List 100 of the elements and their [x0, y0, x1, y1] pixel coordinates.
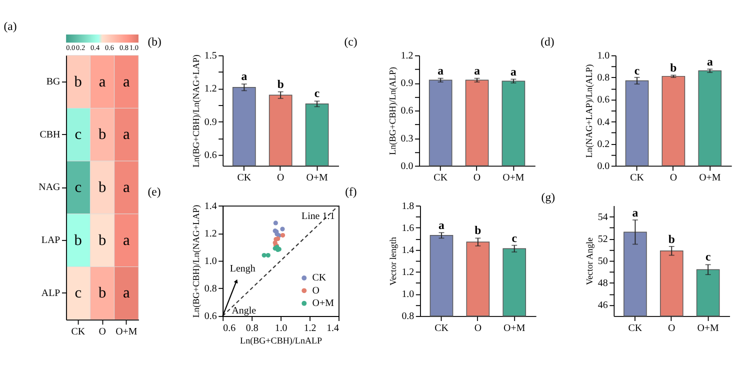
x-tick-label: O+M: [504, 322, 526, 334]
annotation: c: [705, 250, 711, 264]
y-axis-title: Ln(BG+CBH)/Ln(ALP): [387, 66, 398, 156]
chart-title: (f): [345, 186, 357, 199]
annotation: Lengh: [230, 264, 256, 275]
chart-title: (d): [540, 35, 554, 48]
annotation: c: [314, 87, 320, 100]
x-tick-label: O+M: [306, 172, 328, 184]
x-tick-label: 1.2: [304, 322, 316, 334]
x-tick-label: CK: [71, 326, 86, 338]
y-tick-label: 1.4: [204, 200, 217, 212]
legend-label: CK: [312, 272, 327, 284]
annotation: b: [670, 61, 678, 74]
annotation: b: [474, 224, 482, 238]
y-tick-label: 1.6: [402, 222, 414, 234]
data-label: a: [123, 179, 130, 196]
y-tick-label: 1.4: [402, 244, 414, 256]
chart-title: (a): [4, 20, 17, 33]
data-label: a: [123, 284, 130, 302]
annotation: a: [632, 206, 638, 220]
annotation: a: [438, 64, 444, 78]
annotation: b: [668, 232, 676, 246]
legend-label: O+M: [312, 298, 334, 310]
chart-title: (b): [148, 35, 162, 48]
data-label: c: [74, 126, 82, 144]
y-tick-label: 0.8: [204, 284, 217, 295]
annotation: a: [510, 66, 517, 79]
data-label: b: [74, 232, 82, 249]
y-tick-label: 0.6: [204, 150, 217, 161]
y-tick-label: 52: [598, 234, 608, 245]
x-tick-label: 1.4: [326, 322, 340, 334]
x-axis-title: Ln(BG+CBH)/LnALP: [240, 336, 322, 346]
y-tick-label: 1.8: [402, 200, 414, 212]
y-tick-label: 1.0: [402, 289, 414, 300]
y-tick-label: 0.2: [597, 138, 610, 150]
annotation: a: [241, 70, 248, 83]
y-tick-label: 0.6: [400, 106, 414, 117]
y-axis-title: Vector length: [388, 236, 398, 286]
annotation: a: [438, 219, 445, 232]
y-axis-title: Ln(NAG+LAP)/Ln(ALP): [584, 64, 594, 158]
y-tick-label: 50: [598, 256, 608, 267]
x-tick-label: O+M: [699, 172, 721, 184]
y-tick-label: LAP: [41, 235, 61, 246]
chart-title: (c): [344, 35, 358, 48]
y-axis-title: Ln(BG+CBH)/Ln(NAG+LAP): [190, 204, 201, 318]
x-tick-label: O+M: [116, 326, 138, 338]
y-axis-title: Vector Angle: [584, 238, 594, 285]
x-tick-label: O: [98, 326, 106, 338]
x-tick-label: 1.0: [274, 322, 288, 334]
x-tick-label: CK: [628, 322, 643, 334]
y-tick-label: 0.8: [402, 311, 414, 322]
annotation: a: [706, 56, 713, 69]
legend-label: O: [312, 285, 320, 296]
x-tick-label: CK: [434, 172, 448, 184]
data-label: b: [98, 232, 106, 249]
y-tick-label: 0.8: [597, 72, 610, 84]
y-tick-label: 0.6: [597, 94, 610, 106]
y-tick-label: 1.2: [204, 84, 217, 95]
annotation: c: [512, 232, 517, 246]
y-tick-label: 1.2: [204, 228, 217, 240]
x-tick-label: O: [670, 172, 678, 184]
x-tick-label: O: [474, 322, 482, 334]
data-label: c: [74, 179, 82, 196]
data-label: b: [98, 126, 106, 144]
y-tick-label: 46: [598, 300, 608, 312]
data-label: b: [98, 284, 106, 302]
y-tick-label: ALP: [41, 288, 61, 299]
data-label: a: [123, 126, 130, 144]
chart-title: (g): [541, 191, 556, 204]
data-label: a: [123, 73, 130, 90]
annotation: a: [474, 64, 480, 78]
annotation: b: [277, 78, 284, 92]
data-label: b: [98, 179, 106, 196]
y-tick-label: 1.2: [402, 267, 414, 278]
x-tick-label: 0.8: [246, 322, 258, 334]
data-label: b: [74, 73, 82, 90]
data-label: a: [98, 73, 106, 90]
y-tick-label: 0.3: [400, 133, 414, 144]
y-tick-label: 1.0: [597, 50, 610, 62]
y-tick-label: 0.0: [597, 160, 610, 172]
y-tick-label: 0.6: [204, 311, 217, 322]
x-tick-label: CK: [434, 322, 450, 334]
annotation: Line 1:1: [302, 211, 335, 222]
y-tick-label: 0.9: [204, 116, 217, 128]
chart-title: (e): [148, 186, 161, 199]
y-tick-label: 48: [598, 278, 608, 290]
y-tick-label: NAG: [38, 182, 60, 194]
x-tick-label: O: [668, 322, 676, 334]
x-tick-label: CK: [237, 172, 252, 184]
y-tick-label: 0.9: [400, 78, 414, 90]
x-tick-label: O+M: [502, 172, 524, 184]
y-tick-label: 1.2: [400, 50, 414, 62]
y-tick-label: BG: [46, 76, 60, 88]
x-tick-label: CK: [630, 172, 645, 184]
y-tick-label: CBH: [40, 129, 60, 140]
data-label: c: [74, 284, 82, 302]
x-tick-label: 0.6: [223, 322, 236, 334]
y-tick-label: 1.0: [204, 256, 217, 267]
x-tick-label: O+M: [697, 322, 720, 334]
annotation: Angle: [232, 305, 257, 316]
